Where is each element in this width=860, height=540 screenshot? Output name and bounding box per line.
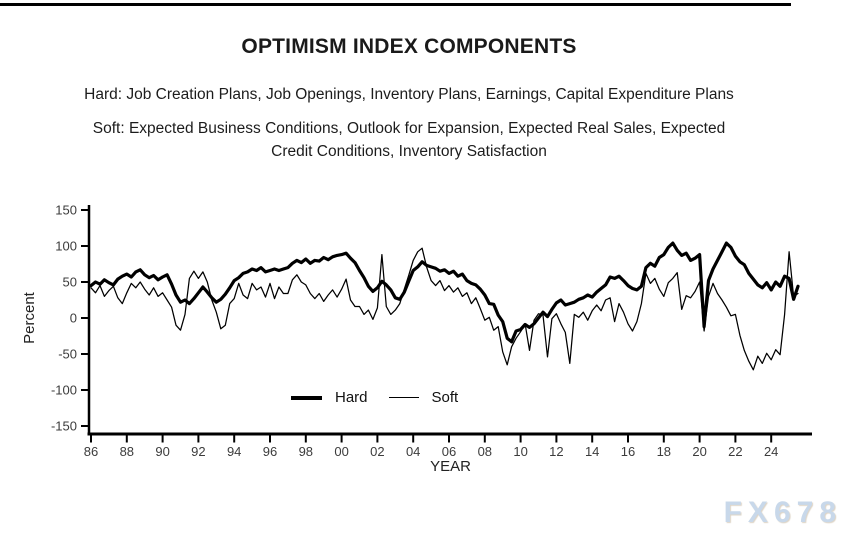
y-axis-title: Percent bbox=[21, 291, 38, 344]
y-tick-label: 50 bbox=[63, 275, 77, 290]
x-tick-label: 04 bbox=[406, 444, 420, 459]
x-tick-label: 16 bbox=[621, 444, 635, 459]
series-line-soft bbox=[90, 247, 799, 371]
y-tick-label: -100 bbox=[51, 383, 77, 398]
y-tick-label: 100 bbox=[55, 239, 77, 254]
series-line-hard bbox=[89, 241, 800, 344]
x-tick-label: 88 bbox=[120, 444, 134, 459]
y-tick-label: 150 bbox=[55, 203, 77, 218]
subtitle-soft-components: Soft: Expected Business Conditions, Outl… bbox=[0, 117, 818, 163]
subtitle-hard-components: Hard: Job Creation Plans, Job Openings, … bbox=[84, 86, 734, 103]
legend-label-hard: Hard bbox=[335, 389, 368, 406]
x-tick-label: 24 bbox=[764, 444, 778, 459]
y-tick-label: -50 bbox=[58, 347, 77, 362]
x-axis-title: YEAR bbox=[430, 458, 471, 475]
y-tick-label: -150 bbox=[51, 419, 77, 434]
x-tick-label: 90 bbox=[155, 444, 169, 459]
watermark: FX678 bbox=[723, 496, 842, 529]
x-tick-label: 00 bbox=[334, 444, 348, 459]
x-tick-label: 12 bbox=[549, 444, 563, 459]
chart-title: OPTIMISM INDEX COMPONENTS bbox=[241, 35, 577, 58]
x-tick-label: 86 bbox=[84, 444, 98, 459]
x-tick-label: 14 bbox=[585, 444, 599, 459]
legend-label-soft: Soft bbox=[431, 389, 459, 406]
chart-legend: Hard Soft bbox=[291, 389, 458, 406]
x-tick-label: 02 bbox=[370, 444, 384, 459]
y-tick-label: 0 bbox=[70, 311, 77, 326]
subtitle-soft-line2: Credit Conditions, Inventory Satisfactio… bbox=[271, 143, 547, 160]
x-tick-label: 92 bbox=[191, 444, 205, 459]
subtitle-soft-line1: Soft: Expected Business Conditions, Outl… bbox=[92, 120, 726, 137]
x-tick-label: 10 bbox=[513, 444, 527, 459]
x-tick-label: 94 bbox=[227, 444, 241, 459]
x-tick-label: 18 bbox=[657, 444, 671, 459]
top-rule bbox=[0, 3, 791, 6]
x-tick-label: 96 bbox=[263, 444, 277, 459]
x-tick-label: 06 bbox=[442, 444, 456, 459]
soft-line-swatch bbox=[388, 396, 419, 399]
x-tick-label: 22 bbox=[728, 444, 742, 459]
x-tick-label: 98 bbox=[299, 444, 313, 459]
hard-line-swatch bbox=[291, 395, 322, 400]
x-tick-label: 20 bbox=[692, 444, 706, 459]
x-tick-label: 08 bbox=[478, 444, 492, 459]
